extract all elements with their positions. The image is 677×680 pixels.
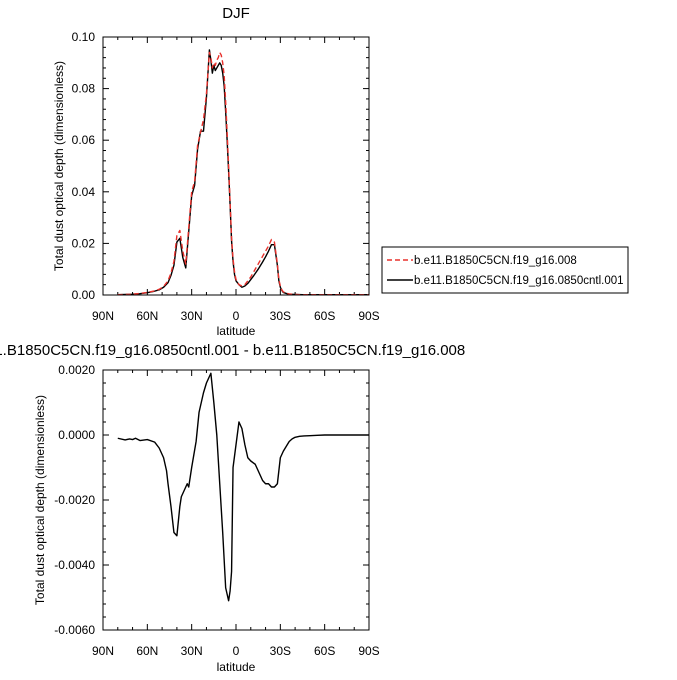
bottom-y-tick-label: -0.0020: [54, 493, 95, 507]
top-x-tick-label: 30S: [270, 309, 291, 323]
top-x-tick-label: 60N: [136, 309, 158, 323]
bottom-series-lines: [117, 372, 369, 602]
bottom-x-tick-label: 90S: [358, 644, 379, 658]
bottom-y-tick-label: 0.0000: [58, 428, 95, 442]
top-x-axis-label: latitude: [217, 324, 256, 338]
bottom-x-tick-label: 30N: [181, 644, 203, 658]
top-y-axis-label: Total dust optical depth (dimensionless): [52, 61, 66, 271]
top-x-tick-label: 0: [233, 309, 240, 323]
bottom-x-tick-label: 90N: [92, 644, 114, 658]
bottom-y-tick-labels: -0.0060 -0.0040 -0.0020 0.0000 0.0020: [54, 363, 95, 637]
top-x-tick-labels: 90N 60N 30N 0 30S 60S 90S: [92, 309, 380, 323]
top-y-tick-label: 0.04: [72, 185, 96, 199]
top-chart-title: DJF: [222, 5, 250, 22]
bottom-x-tick-label: 60S: [314, 644, 335, 658]
top-y-tick-label: 0.02: [72, 236, 96, 250]
bottom-x-tick-labels: 90N 60N 30N 0 30S 60S 90S: [92, 644, 380, 658]
legend-box: [381, 246, 629, 294]
bottom-chart-title: e11.B1850C5CN.f19_g16.0850cntl.001 - b.e…: [0, 342, 465, 359]
legend: b.e11.B1850C5CN.f19_g16.008 b.e11.B1850C…: [381, 246, 629, 294]
legend-label-series-1: b.e11.B1850C5CN.f19_g16.008: [414, 255, 577, 267]
legend-label-series-2: b.e11.B1850C5CN.f19_g16.0850cntl.001: [414, 275, 624, 287]
top-y-tick-label: 0.08: [72, 82, 96, 96]
bottom-x-tick-label: 0: [233, 644, 240, 658]
bottom-y-axis-label: Total dust optical depth (dimensionless): [33, 395, 47, 605]
top-x-tick-label: 90N: [92, 309, 114, 323]
bottom-x-tick-label: 30S: [270, 644, 291, 658]
bottom-y-tick-label: -0.0040: [54, 558, 95, 572]
top-axis-ticks: [102, 36, 370, 296]
bottom-x-tick-label: 60N: [136, 644, 158, 658]
bottom-panel: e11.B1850C5CN.f19_g16.0850cntl.001 - b.e…: [0, 342, 465, 674]
top-series-lines: [117, 49, 369, 296]
bottom-y-tick-label: 0.0020: [58, 363, 95, 377]
top-plot-frame: [102, 36, 370, 296]
top-y-tick-label: 0.00: [72, 288, 96, 302]
bottom-y-tick-label: -0.0060: [54, 623, 95, 637]
top-series-line-1: [117, 51, 369, 296]
top-series-line-2: [117, 49, 369, 296]
top-y-tick-label: 0.10: [72, 30, 96, 44]
top-x-tick-label: 30N: [181, 309, 203, 323]
bottom-x-axis-label: latitude: [217, 660, 256, 674]
top-y-tick-labels: 0.00 0.02 0.04 0.06 0.08 0.10: [72, 30, 96, 302]
bottom-plot-frame: [102, 369, 370, 631]
top-x-tick-label: 90S: [358, 309, 379, 323]
top-y-tick-label: 0.06: [72, 133, 96, 147]
top-panel: DJF 90N 60N 30N 0 30S 60S 90S 0.00 0.02 0.04 0.06…: [52, 5, 629, 338]
top-x-tick-label: 60S: [314, 309, 335, 323]
bottom-axis-ticks: [102, 369, 370, 631]
bottom-series-line-1: [117, 372, 369, 602]
